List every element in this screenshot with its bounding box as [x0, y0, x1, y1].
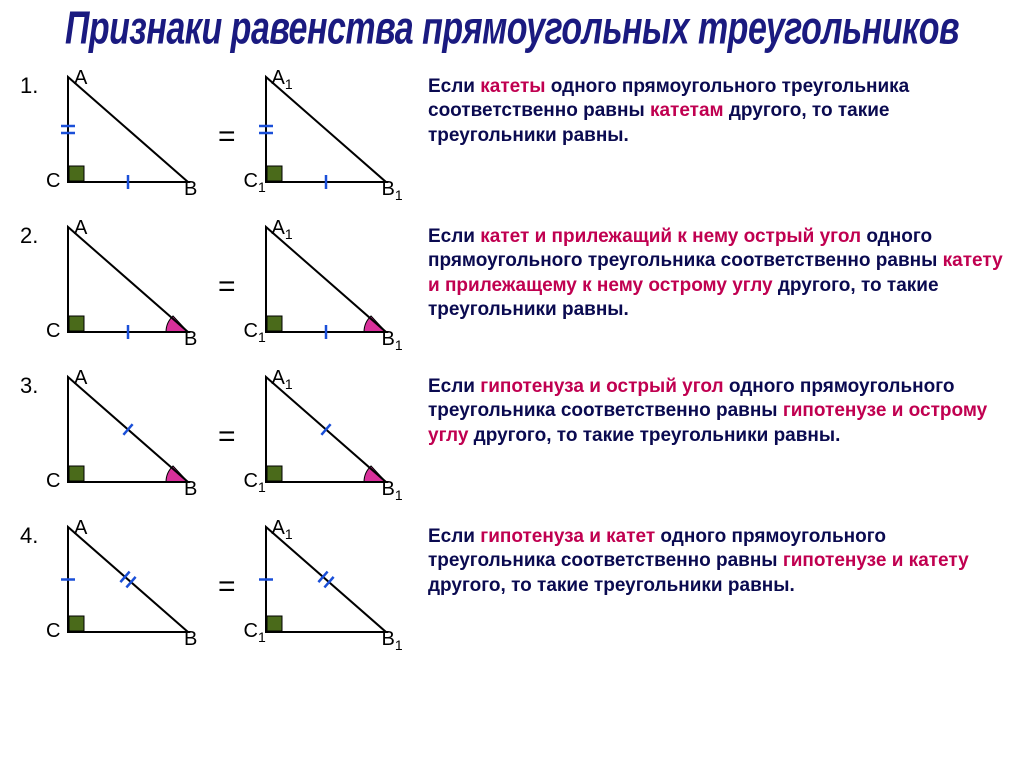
highlight-text: гипотенуза и катет	[480, 526, 655, 547]
triangle-figure: A C B	[48, 67, 208, 207]
vertex-label-c: C1	[244, 620, 266, 645]
vertex-label-a: A1	[272, 217, 293, 242]
criterion-text: Если гипотенуза и острый угол одного пря…	[428, 367, 1004, 448]
vertex-label-b: B	[184, 328, 197, 351]
vertex-label-a: A1	[272, 517, 293, 542]
triangle-figure: A1 C1 B1	[246, 367, 406, 507]
highlight-text: катет и прилежащий к нему острый угол	[480, 226, 861, 247]
vertex-label-a: A	[74, 217, 87, 240]
vertex-label-b: B1	[382, 328, 403, 353]
triangle-figure: A C B	[48, 517, 208, 657]
equals-sign: =	[218, 420, 236, 454]
criterion-row: 1. A C B = A1 C1 B1 Если катеты одного прямоугол…	[20, 67, 1004, 207]
row-number: 2.	[20, 217, 48, 249]
highlight-text: гипотенузе и катету	[783, 550, 969, 571]
vertex-label-a: A	[74, 367, 87, 390]
figures-pair: A C B = A1 C1 B1	[48, 367, 428, 507]
vertex-label-b: B	[184, 628, 197, 651]
criterion-row: 4. A C B = A1 C1 B1 Если гипотенуза и катет одно…	[20, 517, 1004, 657]
triangle-figure: A1 C1 B1	[246, 217, 406, 357]
vertex-label-c: C1	[244, 320, 266, 345]
equals-sign: =	[218, 570, 236, 604]
vertex-label-a: A1	[272, 367, 293, 392]
criterion-row: 2. A C B = A1 C1 B1 Если катет и прилежащий к не…	[20, 217, 1004, 357]
vertex-label-b: B	[184, 178, 197, 201]
triangle-figure: A1 C1 B1	[246, 67, 406, 207]
plain-text: другого, то такие треугольники равны.	[428, 575, 795, 596]
vertex-label-c: C1	[244, 170, 266, 195]
figures-pair: A C B = A1 C1 B1	[48, 67, 428, 207]
highlight-text: катеты	[480, 76, 545, 97]
plain-text: Если	[428, 76, 480, 97]
criterion-text: Если катет и прилежащий к нему острый уг…	[428, 217, 1004, 322]
equals-sign: =	[218, 270, 236, 304]
plain-text: другого, то такие треугольники равны.	[468, 425, 840, 446]
vertex-label-b: B	[184, 478, 197, 501]
page-title: Признаки равенства прямоугольных треугол…	[20, 3, 1004, 56]
plain-text: Если	[428, 226, 480, 247]
criterion-text: Если гипотенуза и катет одного прямоугол…	[428, 517, 1004, 598]
row-number: 1.	[20, 67, 48, 99]
triangle-figure: A1 C1 B1	[246, 517, 406, 657]
vertex-label-b: B1	[382, 628, 403, 653]
vertex-label-b: B1	[382, 478, 403, 503]
triangle-figure: A C B	[48, 367, 208, 507]
row-number: 3.	[20, 367, 48, 399]
criterion-row: 3. A C B = A1 C1 B1 Если гипотенуза и острый уго…	[20, 367, 1004, 507]
vertex-label-a: A1	[272, 67, 293, 92]
triangle-figure: A C B	[48, 217, 208, 357]
vertex-label-c: C	[46, 320, 60, 343]
vertex-label-b: B1	[382, 178, 403, 203]
figures-pair: A C B = A1 C1 B1	[48, 217, 428, 357]
vertex-label-c: C	[46, 620, 60, 643]
figures-pair: A C B = A1 C1 B1	[48, 517, 428, 657]
highlight-text: гипотенуза и острый угол	[480, 376, 723, 397]
vertex-label-c: C	[46, 470, 60, 493]
row-number: 4.	[20, 517, 48, 549]
criterion-text: Если катеты одного прямоугольного треуго…	[428, 67, 1004, 148]
vertex-label-a: A	[74, 67, 87, 90]
vertex-label-c: C	[46, 170, 60, 193]
equals-sign: =	[218, 120, 236, 154]
plain-text: Если	[428, 526, 480, 547]
highlight-text: катетам	[650, 100, 724, 121]
plain-text: Если	[428, 376, 480, 397]
vertex-label-c: C1	[244, 470, 266, 495]
vertex-label-a: A	[74, 517, 87, 540]
